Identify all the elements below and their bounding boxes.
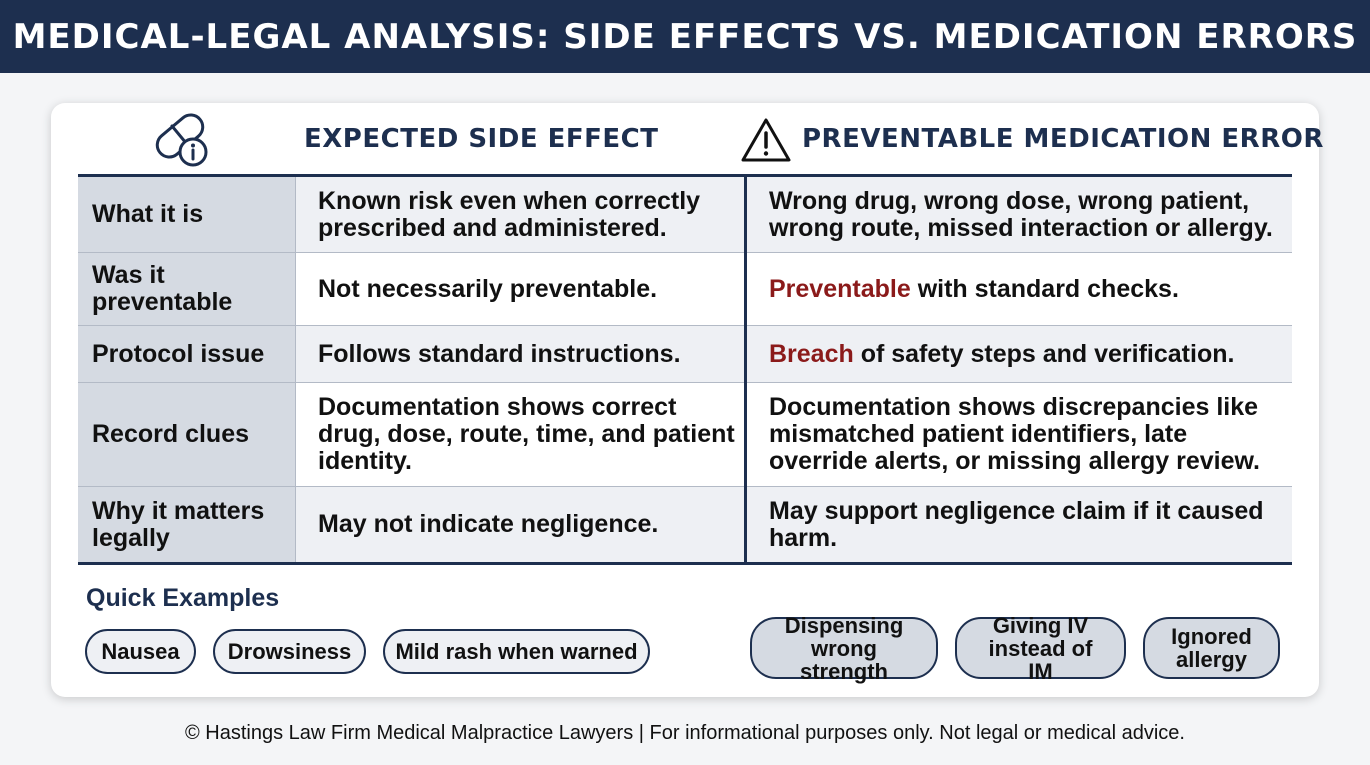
table-row: Record clues Documentation shows correct…	[78, 382, 1292, 487]
error-text: with standard checks.	[910, 274, 1179, 303]
quick-examples-title: Quick Examples	[86, 584, 280, 612]
warning-triangle-icon	[741, 118, 791, 162]
medication-error-heading: PREVENTABLE MEDICATION ERROR	[802, 124, 1324, 154]
side-effect-example-chip: Nausea	[85, 629, 196, 674]
page-title: MEDICAL-LEGAL ANALYSIS: SIDE EFFECTS VS.…	[12, 16, 1358, 57]
title-banner: MEDICAL-LEGAL ANALYSIS: SIDE EFFECTS VS.…	[0, 0, 1370, 73]
error-cell: Preventable with standard checks.	[745, 252, 1292, 326]
comparison-table: What it is Known risk even when correctl…	[78, 174, 1292, 565]
error-text: Wrong drug, wrong dose, wrong patient, w…	[769, 186, 1273, 242]
side-effect-example-chip: Mild rash when warned	[383, 629, 650, 674]
error-example-chip: Ignored allergy	[1143, 617, 1280, 679]
error-cell: May support negligence claim if it cause…	[745, 486, 1292, 564]
row-label: Was it preventable	[78, 252, 296, 326]
error-text: May support negligence claim if it cause…	[769, 496, 1264, 552]
error-cell: Wrong drug, wrong dose, wrong patient, w…	[745, 175, 1292, 253]
row-label: What it is	[78, 175, 296, 253]
row-label: Protocol issue	[78, 325, 296, 383]
table-row: Protocol issue Follows standard instruct…	[78, 325, 1292, 383]
side-effect-cell: May not indicate negligence.	[295, 486, 747, 564]
error-cell: Documentation shows discrepancies like m…	[745, 382, 1292, 487]
side-effect-cell: Known risk even when correctly prescribe…	[295, 175, 747, 253]
pill-info-icon	[155, 113, 208, 167]
row-label: Record clues	[78, 382, 296, 487]
row-label: Why it matters legally	[78, 486, 296, 564]
side-effect-heading: EXPECTED SIDE EFFECT	[304, 124, 659, 154]
error-cell: Breach of safety steps and verification.	[745, 325, 1292, 383]
table-row: What it is Known risk even when correctl…	[78, 175, 1292, 253]
footer-disclaimer: © Hastings Law Firm Medical Malpractice …	[185, 722, 1185, 744]
side-effect-cell: Follows standard instructions.	[295, 325, 747, 383]
error-text: of safety steps and verification.	[853, 339, 1235, 368]
side-effect-cell: Not necessarily preventable.	[295, 252, 747, 326]
error-text: Documentation shows discrepancies like m…	[769, 393, 1260, 475]
error-example-chip: Dispensing wrong strength	[750, 614, 938, 683]
error-accent: Breach	[769, 339, 854, 368]
table-row: Why it matters legally May not indicate …	[78, 486, 1292, 564]
error-example-chip: Giving IV instead of IM	[955, 614, 1126, 683]
error-accent: Preventable	[769, 274, 911, 303]
side-effect-example-chip: Drowsiness	[213, 629, 366, 674]
table-row: Was it preventable Not necessarily preve…	[78, 252, 1292, 326]
side-effect-cell: Documentation shows correct drug, dose, …	[295, 382, 747, 487]
